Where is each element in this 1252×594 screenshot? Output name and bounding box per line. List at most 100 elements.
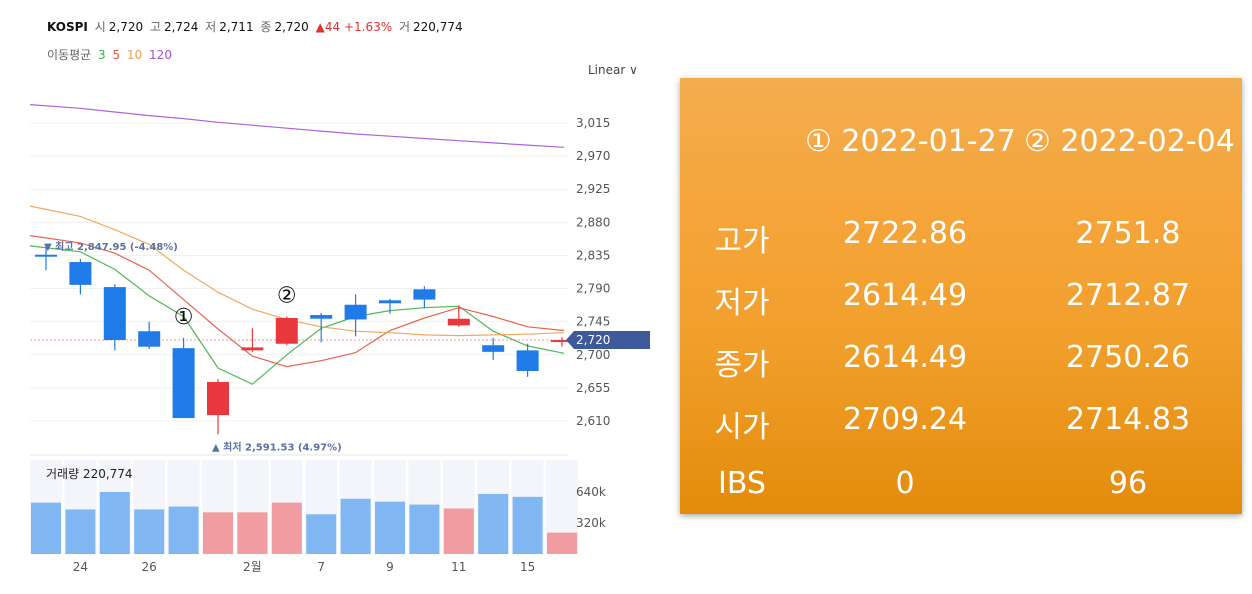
- price-tick-label: 2,610: [576, 414, 610, 428]
- price-tick-label: 2,745: [576, 315, 610, 329]
- open-label: 시: [94, 20, 106, 34]
- ohlc-header: KOSPI 시 2,720 고 2,724 저 2,711 종 2,720 ▲44 +1…: [47, 18, 466, 35]
- volume-bar: [443, 508, 474, 554]
- ma-line-10: [29, 205, 565, 337]
- row-open-value-1: 2709.24: [842, 402, 968, 437]
- candle-body: [551, 340, 573, 343]
- close-label: 종: [260, 20, 272, 34]
- candle-body: [482, 345, 505, 352]
- low-label: 저: [205, 20, 217, 34]
- comparison-panel: ① 2022-01-27 ② 2022-02-04 고가 2722.86 275…: [680, 78, 1242, 514]
- x-tick-label: 9: [386, 560, 394, 574]
- volume-bar: [478, 493, 509, 554]
- scale-dropdown[interactable]: Linear ∨: [588, 63, 638, 77]
- row-open-value-2: 2714.83: [1065, 402, 1191, 437]
- volume-bar: [31, 502, 61, 554]
- candle-body: [447, 318, 470, 326]
- high-annotation: ▼ 최고 2,847.95 (-4.48%): [44, 240, 178, 253]
- ma-line-3: [29, 245, 565, 385]
- volume-bar: [547, 532, 577, 554]
- price-tick-label: 2,700: [576, 348, 610, 362]
- symbol-label: KOSPI: [47, 20, 88, 34]
- candle-body: [310, 315, 333, 319]
- last-price-tag: [566, 331, 650, 350]
- volume-bar: [65, 509, 96, 554]
- row-close-value-1: 2614.49: [842, 340, 968, 375]
- row-high-value-2: 2751.8: [1075, 216, 1181, 251]
- chart-canvas: 3,015 2,970 2,925 2,880 2,835 2,790 2,745 2,700…: [29, 104, 650, 574]
- ma-legend: 이동평균 3 5 10 120: [47, 46, 175, 63]
- high-label: 고: [149, 20, 161, 34]
- candle-body: [516, 350, 539, 371]
- open-value: 2,720: [108, 20, 144, 34]
- candle-body: [241, 347, 264, 351]
- ma-legend-10[interactable]: 10: [126, 48, 143, 62]
- candle-body: [103, 287, 126, 341]
- volume-bar: [237, 512, 268, 554]
- volume-label: 거래량 220,774: [46, 467, 133, 481]
- candle-body: [275, 317, 298, 344]
- candle-body: [379, 300, 401, 304]
- x-tick-label: 15: [520, 560, 535, 574]
- volume-bar: [203, 512, 233, 554]
- volume-bar: [99, 492, 130, 554]
- ma-legend-3[interactable]: 3: [98, 48, 106, 62]
- row-ibs-value-1: 0: [895, 466, 915, 501]
- stock-chart[interactable]: KOSPI 시 2,720 고 2,724 저 2,711 종 2,720 ▲44 +1…: [0, 0, 660, 594]
- last-price-label: 2,720: [576, 333, 610, 347]
- row-label-high: 고가: [714, 224, 770, 259]
- candle-body: [172, 348, 195, 419]
- volume-bar: [306, 514, 337, 554]
- change-value: ▲44 +1.63%: [315, 20, 393, 34]
- row-label-ibs: IBS: [718, 466, 766, 501]
- x-tick-label: 2월: [243, 560, 262, 574]
- volume-bar: [168, 506, 199, 554]
- row-ibs-value-2: 96: [1108, 466, 1148, 501]
- volume-bar: [271, 502, 302, 554]
- volume-tick-label: 640k: [576, 485, 606, 499]
- ma-legend-label: 이동평균: [47, 48, 92, 62]
- volume-bar: [512, 496, 543, 554]
- low-annotation: ▲ 최저 2,591.53 (4.97%): [212, 441, 342, 454]
- ma-line-5: [29, 235, 565, 368]
- column-header-1: ① 2022-01-27: [805, 124, 1016, 159]
- volume-label: 거: [398, 20, 411, 34]
- price-tick-label: 2,880: [576, 215, 610, 229]
- price-tick-label: 2,970: [576, 149, 610, 163]
- low-value: 2,711: [219, 20, 254, 34]
- candle-body: [138, 331, 161, 347]
- volume-bar: [375, 501, 405, 554]
- event-marker: ①: [174, 305, 194, 330]
- ma-legend-5[interactable]: 5: [112, 48, 121, 62]
- x-tick-label: 24: [73, 560, 88, 574]
- price-tick-label: 2,790: [576, 282, 610, 296]
- candle-body: [69, 262, 92, 285]
- row-label-close: 종가: [714, 348, 770, 383]
- ma-line-120: [29, 104, 565, 148]
- event-marker: ②: [277, 284, 297, 309]
- row-high-value-1: 2722.86: [842, 216, 968, 251]
- row-low-value-1: 2614.49: [842, 278, 968, 313]
- column-header-2: ② 2022-02-04: [1024, 124, 1235, 159]
- volume-bar: [340, 498, 371, 554]
- candle-body: [413, 289, 436, 300]
- row-label-low: 저가: [714, 286, 770, 321]
- high-value: 2,724: [163, 20, 199, 34]
- volume-tick-label: 320k: [576, 516, 606, 530]
- x-tick-label: 7: [317, 560, 325, 574]
- ma-legend-120[interactable]: 120: [149, 48, 172, 62]
- volume-bar: [409, 504, 440, 554]
- row-close-value-2: 2750.26: [1065, 340, 1191, 375]
- row-low-value-2: 2712.87: [1065, 278, 1191, 313]
- price-tick-label: 3,015: [576, 116, 610, 130]
- volume-value: 220,774: [413, 20, 463, 34]
- price-tick-label: 2,925: [576, 182, 610, 196]
- price-tick-label: 2,835: [576, 248, 610, 262]
- volume-bar: [134, 509, 165, 554]
- close-value: 2,720: [274, 20, 309, 34]
- candle-body: [344, 304, 367, 320]
- price-tick-label: 2,655: [576, 381, 610, 395]
- candle-body: [207, 382, 229, 416]
- candle-body: [35, 254, 57, 257]
- x-tick-label: 26: [142, 560, 157, 574]
